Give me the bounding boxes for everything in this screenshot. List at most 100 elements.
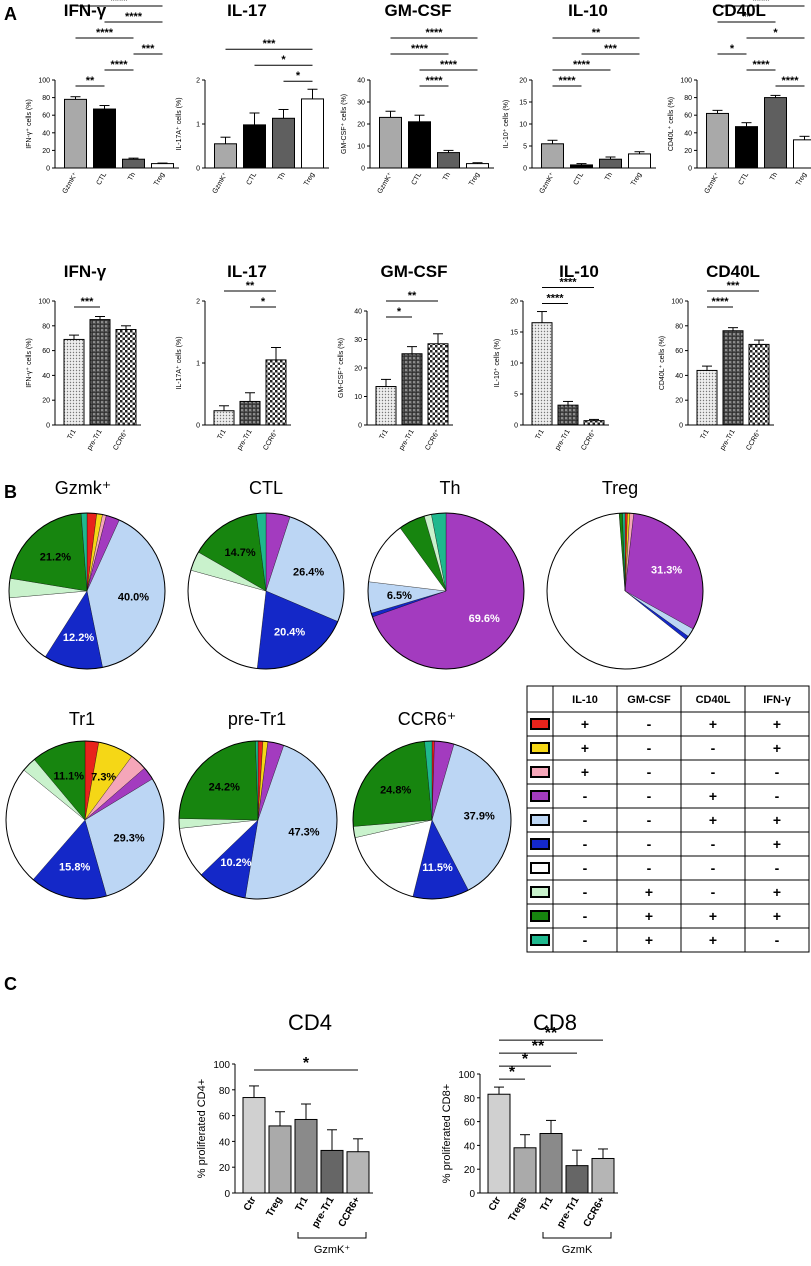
y-tick-label: 40 (675, 373, 683, 380)
bar (272, 117, 295, 169)
pie-slice-label: 37.9% (464, 810, 495, 822)
y-tick-label: 0 (196, 166, 200, 173)
significance-label: * (281, 54, 286, 66)
pie-outline (546, 512, 704, 670)
legend-cell: + (645, 908, 653, 924)
significance-label: * (303, 1055, 310, 1072)
significance-label: *** (142, 43, 156, 55)
y-tick-label: 80 (42, 323, 50, 330)
bar (722, 330, 744, 426)
bar (466, 163, 489, 169)
bar (265, 359, 287, 426)
bar (213, 410, 235, 426)
category-label: pre-Tr1 (86, 428, 103, 451)
legend-cell: + (581, 740, 589, 756)
y-tick-label: 60 (684, 113, 692, 120)
category-label: CCR6⁺ (423, 428, 441, 452)
y-tick-label: 20 (219, 1163, 231, 1174)
chart-title: IL-17 (227, 1, 267, 20)
bar (89, 319, 111, 426)
legend-swatch (530, 814, 550, 826)
chart-title: GM-CSF (380, 262, 447, 281)
y-tick-label: 60 (219, 1112, 231, 1123)
bar (487, 1093, 511, 1194)
chart-title: IL-10 (568, 1, 608, 20)
group-bracket (542, 1232, 612, 1239)
category-label: Treg (630, 171, 643, 187)
chart-title: CD4 (288, 1010, 332, 1035)
y-tick-label: 0 (361, 166, 365, 173)
category-label: CTL (411, 171, 424, 186)
category-label: GzmK⁺ (211, 171, 230, 195)
category-label: CCR6⁺ (111, 428, 129, 452)
y-axis-label: % proliferated CD4+ (196, 1079, 208, 1178)
significance-label: *** (263, 38, 277, 50)
category-label: Tr1 (535, 428, 546, 440)
y-axis-label: IL-10⁺ cells (%) (493, 339, 501, 387)
bar (539, 1133, 563, 1194)
significance-label: ** (545, 1025, 558, 1042)
significance-label: * (522, 1051, 529, 1068)
y-tick-label: 80 (684, 95, 692, 102)
bar (242, 1097, 266, 1194)
pie-slice-label: 69.6% (469, 613, 500, 625)
legend-cell: + (709, 908, 717, 924)
bar (427, 343, 449, 426)
legend-cell: - (711, 884, 716, 900)
y-tick-label: 2 (196, 299, 200, 306)
category-label: pre-Tr1 (555, 1195, 582, 1230)
chart-title: CCR6⁺ (398, 709, 457, 729)
legend-cell: + (645, 932, 653, 948)
pie-slice-label: 11.1% (54, 770, 85, 782)
y-tick-label: 5 (514, 392, 518, 399)
category-label: Tr1 (379, 428, 390, 440)
chart-title: GM-CSF (384, 1, 451, 20)
legend-cell: - (583, 788, 588, 804)
category-label: CTL (246, 171, 259, 186)
chart-title: IFN-γ (64, 1, 107, 20)
significance-label: ** (408, 290, 417, 302)
pie-slice-label: 40.0% (118, 591, 149, 603)
significance-label: **** (781, 75, 799, 87)
y-tick-label: 100 (680, 78, 692, 85)
category-label: Th (277, 171, 287, 182)
significance-label: ** (742, 11, 751, 23)
y-tick-label: 60 (42, 113, 50, 120)
y-axis-label: GM-CSF⁺ cells (%) (340, 94, 348, 154)
bar (375, 386, 397, 426)
y-axis-label: CD40L⁺ cells (%) (658, 336, 666, 390)
significance-label: **** (558, 75, 576, 87)
y-tick-label: 30 (354, 337, 362, 344)
legend-swatch (530, 742, 550, 754)
y-tick-label: 40 (357, 78, 365, 85)
pie-slice-label: 47.3% (288, 827, 319, 839)
significance-label: ** (246, 280, 255, 292)
pie-slice-label: 31.3% (651, 565, 682, 577)
legend-table (526, 685, 810, 953)
legend-cell: + (581, 764, 589, 780)
bar (764, 97, 787, 169)
pie-slice-label: 11.5% (422, 862, 453, 874)
legend-swatch (530, 862, 550, 874)
bar (93, 108, 116, 169)
significance-label: * (261, 296, 266, 308)
chart-title: IL-17 (227, 262, 267, 281)
y-tick-label: 0 (46, 423, 50, 430)
category-label: CTL (96, 171, 109, 186)
category-label: Treg (303, 171, 316, 187)
bar (320, 1149, 344, 1194)
y-tick-label: 100 (38, 299, 50, 306)
significance-label: * (773, 27, 778, 39)
legend-cell: - (647, 716, 652, 732)
legend-cell: + (709, 812, 717, 828)
bar (268, 1125, 292, 1194)
significance-label: *** (604, 43, 618, 55)
legend-cell: - (711, 860, 716, 876)
legend-cell: - (775, 932, 780, 948)
bar (565, 1165, 589, 1194)
chart-title: Th (439, 478, 460, 498)
significance-label: *** (81, 296, 95, 308)
category-label: Th (442, 171, 452, 182)
category-label: GzmK⁺ (538, 171, 557, 195)
bar (696, 369, 718, 426)
